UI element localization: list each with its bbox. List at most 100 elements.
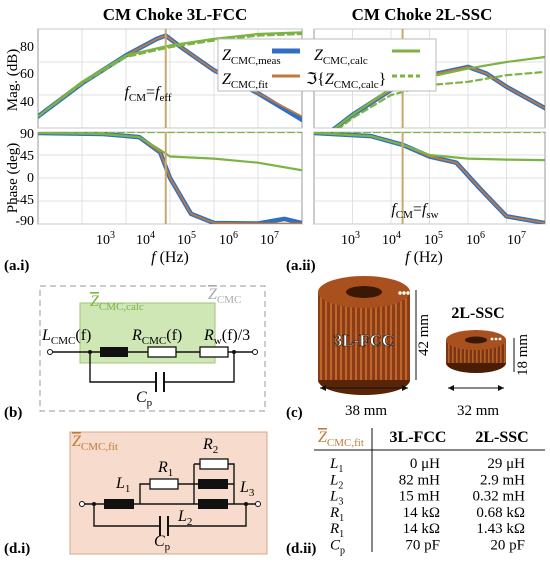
xlabel-left: f (Hz) [151, 249, 189, 266]
calc-box-label: ZCMC,calc [90, 293, 144, 313]
table-param: R1 [329, 521, 344, 540]
toroid-large-label: 3L-FCC [334, 331, 394, 350]
l1-label: L1 [115, 475, 130, 495]
mag-ylabel: Mag. (dB) [5, 49, 21, 112]
cursor-label-right: fCM=fsw [391, 201, 438, 221]
mag-tick: 40 [20, 95, 34, 110]
resistor-r-cmc [147, 346, 177, 358]
caption-a-i: (a.i) [4, 258, 29, 274]
x-ticks-left: 103 104 105 106 107 [96, 230, 279, 248]
marker [494, 337, 498, 341]
cmc-dashed-box [39, 285, 266, 412]
phase-ylabel: Phase (deg) [5, 143, 21, 213]
table-d: ZCMC,fit 3L-FCC 2L-SSC L1 0 μH 29 μH L2 82 m… [314, 428, 545, 557]
plot-area [38, 132, 302, 224]
table-cell: 0 μH [410, 456, 440, 472]
marker [498, 337, 502, 341]
x-tick: 103 [96, 230, 115, 248]
wire [89, 352, 156, 383]
x-tick: 105 [424, 230, 443, 248]
caption-a-ii: (a.ii) [286, 258, 316, 274]
x-ticks-right: 103 104 105 106 107 [341, 230, 526, 248]
r2-label: R2 [202, 436, 218, 456]
terminal [47, 349, 53, 355]
table-cell: 82 mH [399, 472, 440, 488]
marker [398, 291, 402, 295]
cp-label-d: Cp [154, 533, 171, 553]
caption-d-i: (d.i) [4, 541, 30, 557]
r1-label: R1 [157, 459, 173, 479]
table-cell: 0.68 kΩ [476, 505, 525, 521]
terminal [79, 501, 85, 507]
table-param: L3 [329, 489, 343, 508]
caption-c: (c) [286, 405, 303, 421]
legend: ZCMC,meas ZCMC,calc ZCMC,fit ℑ{ZCMC,calc… [217, 38, 437, 92]
x-tick: 107 [260, 230, 279, 248]
small-width-label: 32 mm [457, 403, 499, 419]
large-width-label: 38 mm [345, 403, 387, 419]
marker [402, 291, 406, 295]
resistor-r1 [149, 478, 179, 490]
arrow-head [498, 385, 504, 391]
table-cell: 15 mH [399, 489, 440, 505]
caption-d-ii: (d.ii) [286, 541, 316, 557]
table-corner: ZCMC,fit [318, 429, 364, 449]
phase-tick: -45 [15, 193, 34, 208]
legend-fit: ZCMC,fit [222, 71, 268, 91]
toroid-large-hole [346, 286, 382, 298]
mag-tick: 80 [20, 40, 34, 55]
legend-meas: ZCMC,meas [222, 47, 281, 67]
wire [168, 504, 247, 527]
x-tick: 106 [466, 230, 485, 248]
table-param: Cp [330, 538, 345, 557]
cp-label: Cp [136, 389, 153, 409]
arrow-head [448, 385, 454, 391]
marker [490, 337, 494, 341]
toroid-small-label: 2L-SSC [451, 305, 504, 322]
table-col2: 2L-SSC [475, 429, 528, 446]
phase-tick: 45 [20, 149, 34, 164]
phase-tick: -90 [15, 214, 34, 229]
title-right: CM Choke 2L-SSC [352, 5, 493, 24]
x-tick: 106 [219, 230, 238, 248]
xlabel-right: f (Hz) [405, 249, 443, 266]
arrow-head [402, 385, 408, 391]
cursor-label-left: fCM=feff [124, 84, 171, 104]
table-cell: 14 kΩ [403, 521, 440, 537]
series-line [38, 32, 302, 118]
inductor-l2 [198, 499, 228, 509]
fit-panel-label: ZCMC,fit [72, 433, 118, 453]
photo-c: 3L-FCC 42 mm 38 mm 2L-SSC 18 mm 32 mm [318, 276, 531, 419]
phase-tick: 0 [27, 171, 34, 186]
x-tick: 104 [382, 230, 401, 248]
x-tick: 103 [341, 230, 360, 248]
caption-b: (b) [4, 405, 22, 421]
small-height-label: 18 mm [515, 334, 531, 376]
mag-tick: 60 [20, 67, 34, 82]
table-cell: 0.32 mH [473, 489, 526, 505]
series-line [314, 132, 545, 162]
table-cell: 1.43 kΩ [476, 521, 525, 537]
resistor-r2 [199, 458, 229, 470]
arrow-head [320, 385, 326, 391]
inductor-l-cmc [100, 347, 128, 357]
table-param: L1 [329, 456, 343, 475]
r-w-label: Rw(f)/3 [203, 327, 250, 347]
legend-calc: ZCMC,calc [314, 47, 368, 67]
plot-area [314, 132, 545, 224]
marker [406, 291, 410, 295]
table-cell: 14 kΩ [403, 505, 440, 521]
title-left: CM Choke 3L-FCC [103, 5, 248, 24]
inductor-l1 [104, 499, 134, 509]
table-cell: 20 pF [490, 538, 525, 554]
table-param: L2 [329, 472, 343, 491]
circuit-b: ZCMC,calc ZCMC LCMC(f) RCMC(f) Rw(f)/3 C… [39, 285, 266, 412]
table-param: R1 [329, 505, 344, 524]
terminal [252, 349, 258, 355]
x-tick: 104 [136, 230, 155, 248]
wire [164, 352, 235, 383]
phase-tick: 90 [20, 127, 34, 142]
terminal [255, 501, 261, 507]
legend-imag: ℑ{ZCMC,calc} [306, 71, 386, 91]
